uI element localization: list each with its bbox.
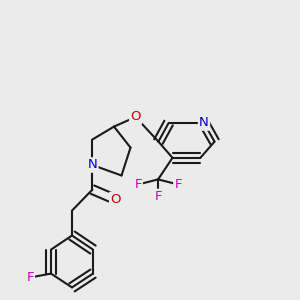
Text: N: N: [88, 158, 97, 172]
Text: N: N: [199, 116, 209, 130]
Text: O: O: [130, 110, 141, 124]
Text: F: F: [26, 271, 34, 284]
Text: F: F: [154, 190, 162, 203]
Text: F: F: [134, 178, 142, 191]
Text: F: F: [175, 178, 182, 191]
Text: O: O: [110, 193, 121, 206]
